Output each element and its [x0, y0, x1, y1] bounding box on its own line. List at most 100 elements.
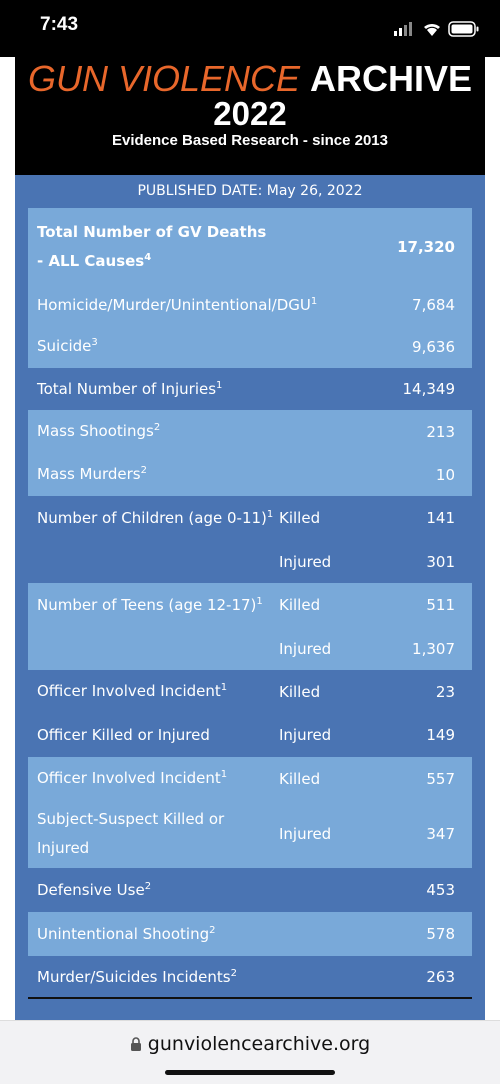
- label: Homicide/Murder/Unintentional/DGU: [37, 295, 311, 314]
- title-white: ARCHIVE: [310, 58, 473, 99]
- label: Number of Children (age 0-11): [37, 508, 267, 527]
- row-value: 17,320: [397, 237, 455, 256]
- table-row: Subject-Suspect Killed or Injured Injured…: [28, 800, 472, 868]
- footnote-ref: 2: [140, 465, 147, 476]
- lock-icon: [130, 1037, 141, 1051]
- label-text: Defensive Use2: [37, 876, 397, 905]
- label-text: Number of Children (age 0-11)1: [37, 504, 277, 533]
- sub-label: Killed: [279, 509, 321, 527]
- row-value: 301: [426, 552, 455, 571]
- label: Officer Involved Incident: [37, 682, 221, 700]
- footnote-ref: 2: [209, 924, 216, 936]
- label-text: Suicide3: [37, 332, 397, 361]
- url-bar[interactable]: gunviolencearchive.org: [0, 1033, 500, 1055]
- table-row: Unintentional Shooting2 578: [28, 912, 472, 956]
- row-value: 10: [435, 465, 455, 484]
- footnote-ref: 1: [256, 595, 263, 607]
- table-row: Officer Involved Incident1 Killed 23: [28, 670, 472, 713]
- row-label: Unintentional Shooting2: [37, 912, 397, 956]
- row-label: Homicide/Murder/Unintentional/DGU1: [37, 285, 397, 325]
- label: Officer Involved Incident: [37, 769, 221, 787]
- row-value: 1,307: [412, 639, 455, 658]
- label: Officer Killed or Injured: [37, 725, 210, 744]
- sub-label: Injured: [279, 825, 332, 843]
- label-text: Unintentional Shooting2: [37, 920, 397, 949]
- sub-label: Killed: [279, 769, 321, 788]
- row-label: Defensive Use2: [37, 868, 397, 912]
- label: Suicide: [37, 337, 92, 355]
- table-row: Defensive Use2 453: [28, 868, 472, 912]
- table-row: Mass Shootings2 213: [28, 410, 472, 453]
- status-icons: [394, 21, 479, 37]
- title-orange: GUN VIOLENCE: [27, 58, 300, 99]
- row-value: 141: [426, 509, 455, 527]
- footnote-ref: 1: [220, 682, 228, 693]
- footnote-ref: 4: [144, 251, 152, 263]
- label-text: Officer Killed or Injured: [37, 721, 277, 750]
- header: GUN VIOLENCE ARCHIVE 2022 Evidence Based…: [15, 57, 485, 175]
- label-text: Mass Murders2: [37, 460, 397, 489]
- footnote-ref: 1: [310, 295, 318, 307]
- label: Total Number of GV Deaths - ALL Causes: [37, 222, 267, 270]
- browser-bar: gunviolencearchive.org: [0, 1020, 500, 1084]
- footnote-ref: 1: [266, 508, 274, 520]
- row-label: Subject-Suspect Killed or Injured: [37, 800, 277, 868]
- row-label: Officer Involved Incident1: [37, 757, 277, 800]
- row-label: Murder/Suicides Incidents2: [37, 956, 397, 998]
- title: GUN VIOLENCE ARCHIVE: [15, 59, 485, 99]
- label: Number of Teens (age 12-17): [37, 595, 257, 614]
- row-value: 213: [426, 422, 455, 441]
- row-value: 511: [426, 596, 455, 614]
- row-label: Officer Involved Incident1: [37, 670, 277, 713]
- row-value: 453: [426, 881, 455, 899]
- label: Unintentional Shooting: [37, 924, 210, 943]
- table-row: Total Number of Injuries1 14,349: [28, 368, 472, 410]
- label-text: Officer Involved Incident1: [37, 677, 277, 706]
- table-row: Murder/Suicides Incidents2 263: [28, 956, 472, 998]
- row-label: Number of Children (age 0-11)1: [37, 496, 277, 540]
- label-text: Homicide/Murder/Unintentional/DGU1: [37, 291, 397, 320]
- label-text: Total Number of Injuries1: [37, 375, 397, 404]
- row-value: 578: [426, 925, 455, 943]
- row-value: 263: [426, 968, 455, 986]
- label: Mass Murders: [37, 465, 141, 483]
- year: 2022: [213, 95, 287, 132]
- label-text: Murder/Suicides Incidents2: [37, 963, 397, 992]
- footnote-ref: 1: [216, 379, 223, 391]
- table-row: Total Number of GV Deaths - ALL Causes4 1…: [28, 208, 472, 285]
- table-row: Injured 1,307: [28, 627, 472, 670]
- label: Murder/Suicides Incidents: [37, 967, 231, 986]
- sub-label: Injured: [279, 726, 332, 744]
- subtitle: Evidence Based Research - since 2013: [112, 132, 388, 149]
- row-label: Mass Shootings2: [37, 410, 397, 453]
- row-value: 149: [426, 726, 455, 744]
- table-row: Officer Killed or Injured Injured 149: [28, 713, 472, 757]
- table-row: Officer Involved Incident1 Killed 557: [28, 757, 472, 800]
- row-label: Total Number of Injuries1: [37, 368, 397, 410]
- label-text: Subject-Suspect Killed or Injured: [37, 805, 277, 863]
- row-label: Officer Killed or Injured: [37, 713, 277, 757]
- rule: [28, 997, 472, 999]
- row-value: 7,684: [412, 296, 455, 314]
- label: Mass Shootings: [37, 422, 154, 440]
- label-text: Number of Teens (age 12-17)1: [37, 591, 277, 620]
- footnote-ref: 2: [230, 967, 237, 979]
- footnote-ref: 2: [144, 880, 152, 892]
- row-label: Number of Teens (age 12-17)1: [37, 583, 277, 627]
- status-bar: 7:43: [0, 0, 500, 57]
- table-row: Number of Children (age 0-11)1 Killed 141: [28, 496, 472, 540]
- published-date: PUBLISHED DATE: May 26, 2022: [137, 183, 363, 199]
- url: gunviolencearchive.org: [147, 1033, 371, 1055]
- label-text: Officer Involved Incident1: [37, 764, 277, 793]
- table-row: Injured 301: [28, 540, 472, 583]
- home-indicator: [165, 1070, 335, 1075]
- row-label: Mass Murders2: [37, 453, 397, 496]
- label: Total Number of Injuries: [37, 379, 217, 398]
- stats-table: PUBLISHED DATE: May 26, 2022 Total Numbe…: [15, 175, 485, 1020]
- table-row: Number of Teens (age 12-17)1 Killed 511: [28, 583, 472, 627]
- sub-label: Killed: [279, 596, 321, 614]
- footnote-ref: 3: [91, 337, 98, 348]
- sub-label: Injured: [279, 552, 332, 571]
- row-label: Suicide3: [37, 325, 397, 368]
